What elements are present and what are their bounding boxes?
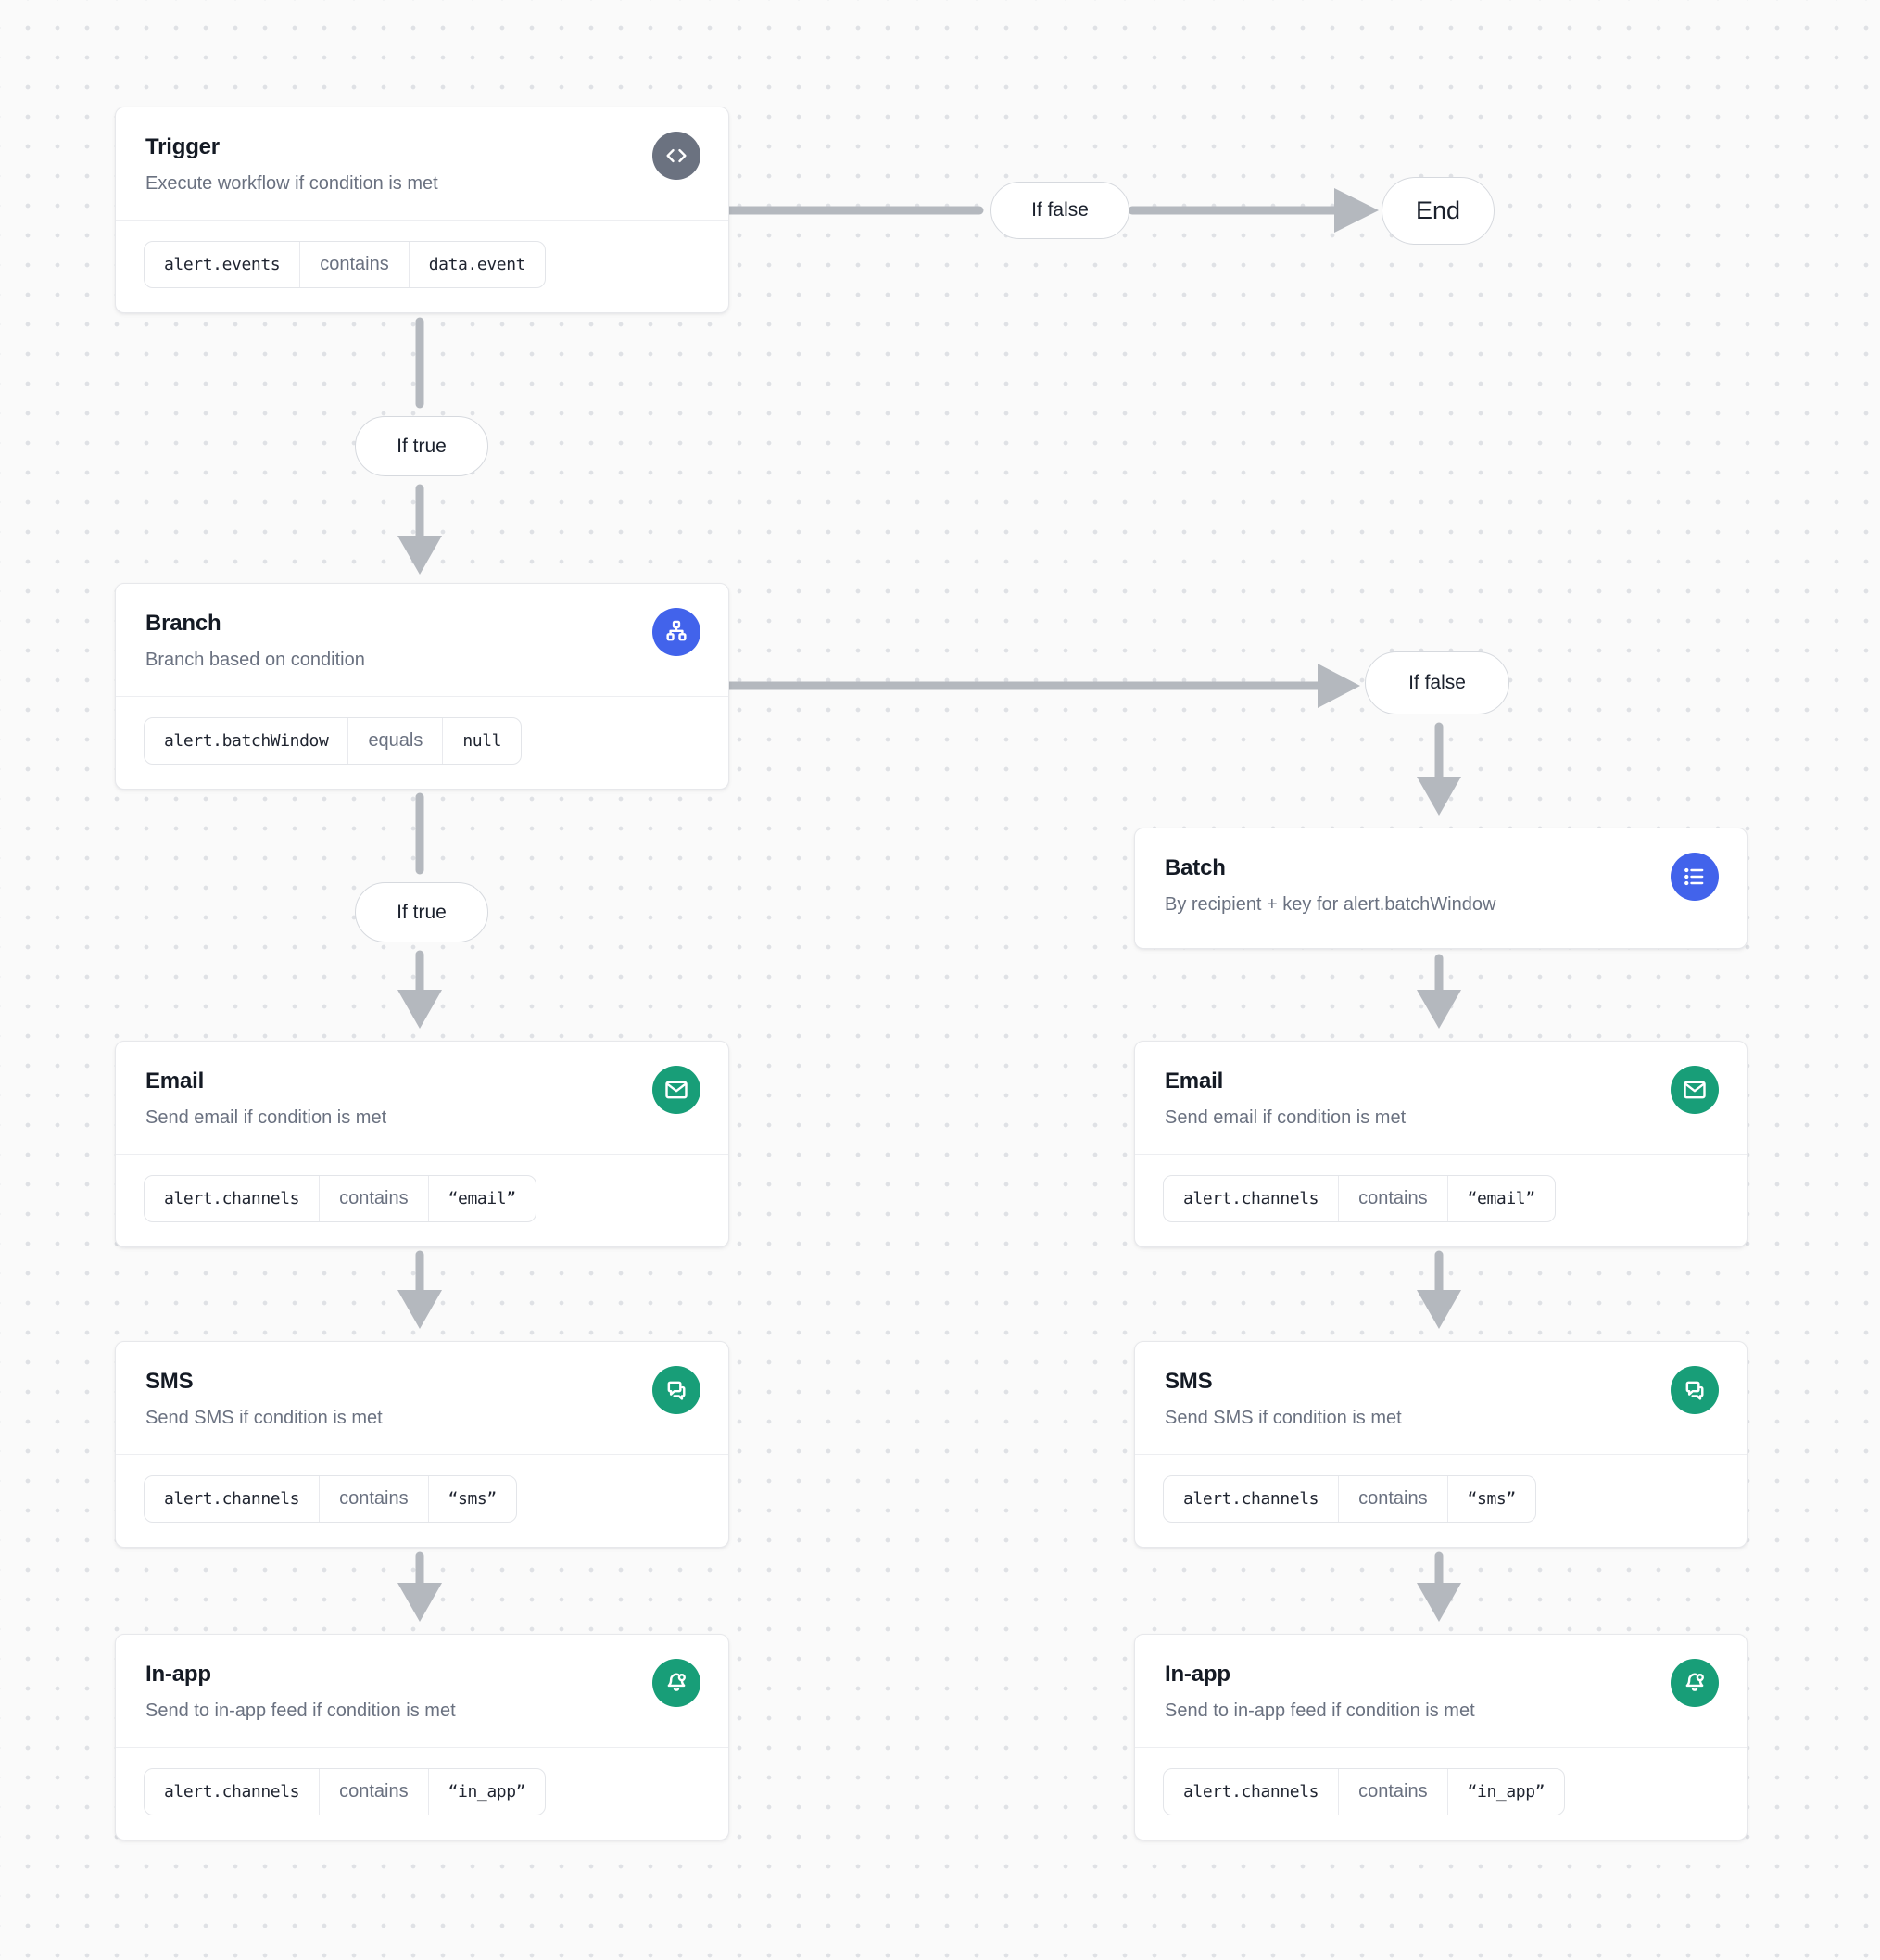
edge-label-if-true: If true xyxy=(355,882,488,942)
node-title: Branch xyxy=(145,611,221,636)
condition-operator: contains xyxy=(1338,1176,1447,1221)
inapp-header: In-app Send to in-app feed if condition … xyxy=(116,1635,728,1747)
inapp-condition-row: alert.channels contains “in_app” xyxy=(1135,1747,1747,1840)
node-email-left[interactable]: Email Send email if condition is met ale… xyxy=(115,1041,729,1247)
node-sms-left[interactable]: SMS Send SMS if condition is met alert.c… xyxy=(115,1341,729,1548)
node-trigger[interactable]: Trigger Execute workflow if condition is… xyxy=(115,107,729,313)
trigger-condition-row: alert.events contains data.event xyxy=(116,220,728,312)
condition-operator: contains xyxy=(319,1176,428,1221)
node-title: SMS xyxy=(1165,1369,1213,1394)
condition-value: “in_app” xyxy=(427,1769,545,1815)
condition-value: “email” xyxy=(427,1176,536,1221)
node-subtitle: Send to in-app feed if condition is met xyxy=(1165,1701,1475,1721)
node-batch[interactable]: Batch By recipient + key for alert.batch… xyxy=(1134,828,1748,949)
email-condition-row: alert.channels contains “email” xyxy=(1135,1154,1747,1246)
condition-value: data.event xyxy=(408,242,545,287)
condition-value: “email” xyxy=(1446,1176,1555,1221)
email-header: Email Send email if condition is met xyxy=(1135,1042,1747,1154)
bell-dot-icon xyxy=(652,1659,700,1707)
node-title: SMS xyxy=(145,1369,194,1394)
condition-pill: alert.channels contains “email” xyxy=(144,1175,536,1222)
condition-field: alert.channels xyxy=(164,1782,300,1802)
email-header: Email Send email if condition is met xyxy=(116,1042,728,1154)
condition-operator: contains xyxy=(319,1476,428,1522)
edge-label-if-true: If true xyxy=(355,416,488,476)
condition-operator: contains xyxy=(319,1769,428,1815)
node-title: In-app xyxy=(145,1662,211,1687)
bell-dot-icon xyxy=(1671,1659,1719,1707)
inapp-condition-row: alert.channels contains “in_app” xyxy=(116,1747,728,1840)
condition-pill: alert.channels contains “in_app” xyxy=(1163,1768,1566,1815)
node-subtitle: By recipient + key for alert.batchWindow xyxy=(1165,894,1496,915)
node-subtitle: Send email if condition is met xyxy=(145,1107,387,1128)
node-title: Batch xyxy=(1165,855,1226,880)
node-title: Email xyxy=(145,1069,205,1094)
condition-field: alert.channels xyxy=(1183,1782,1319,1802)
node-title: In-app xyxy=(1165,1662,1230,1687)
mail-icon xyxy=(652,1066,700,1114)
condition-pill: alert.channels contains “sms” xyxy=(1163,1475,1536,1523)
code-icon xyxy=(652,132,700,180)
sms-condition-row: alert.channels contains “sms” xyxy=(116,1454,728,1547)
node-subtitle: Send to in-app feed if condition is met xyxy=(145,1701,456,1721)
condition-pill: alert.batchWindow equals null xyxy=(144,717,523,765)
batch-header: Batch By recipient + key for alert.batch… xyxy=(1135,828,1747,948)
condition-field: alert.batchWindow xyxy=(164,731,329,751)
condition-operator: contains xyxy=(299,242,409,287)
condition-operator: contains xyxy=(1338,1476,1447,1522)
condition-pill: alert.channels contains “in_app” xyxy=(144,1768,547,1815)
node-inapp-right[interactable]: In-app Send to in-app feed if condition … xyxy=(1134,1634,1748,1840)
node-subtitle: Branch based on condition xyxy=(145,650,365,670)
condition-value: null xyxy=(442,718,521,764)
node-subtitle: Send SMS if condition is met xyxy=(1165,1408,1402,1428)
condition-field: alert.channels xyxy=(164,1189,300,1208)
edge-label-if-false: If false xyxy=(1365,651,1509,714)
condition-pill: alert.events contains data.event xyxy=(144,241,547,288)
branch-icon xyxy=(652,608,700,656)
condition-value: “sms” xyxy=(1446,1476,1535,1522)
node-subtitle: Send SMS if condition is met xyxy=(145,1408,383,1428)
node-subtitle: Execute workflow if condition is met xyxy=(145,173,438,194)
branch-condition-row: alert.batchWindow equals null xyxy=(116,696,728,789)
list-icon xyxy=(1671,853,1719,901)
edge-label-if-false: If false xyxy=(990,182,1129,239)
sms-header: SMS Send SMS if condition is met xyxy=(116,1342,728,1454)
node-email-right[interactable]: Email Send email if condition is met ale… xyxy=(1134,1041,1748,1247)
node-sms-right[interactable]: SMS Send SMS if condition is met alert.c… xyxy=(1134,1341,1748,1548)
condition-value: “in_app” xyxy=(1446,1769,1564,1815)
branch-header: Branch Branch based on condition xyxy=(116,584,728,696)
node-title: Trigger xyxy=(145,134,220,159)
condition-field: alert.channels xyxy=(1183,1489,1319,1509)
condition-field: alert.channels xyxy=(164,1489,300,1509)
condition-operator: contains xyxy=(1338,1769,1447,1815)
sms-condition-row: alert.channels contains “sms” xyxy=(1135,1454,1747,1547)
condition-operator: equals xyxy=(347,718,442,764)
trigger-header: Trigger Execute workflow if condition is… xyxy=(116,107,728,220)
inapp-header: In-app Send to in-app feed if condition … xyxy=(1135,1635,1747,1747)
condition-field: alert.channels xyxy=(1183,1189,1319,1208)
chat-icon xyxy=(1671,1366,1719,1414)
mail-icon xyxy=(1671,1066,1719,1114)
condition-pill: alert.channels contains “email” xyxy=(1163,1175,1556,1222)
chat-icon xyxy=(652,1366,700,1414)
condition-field: alert.events xyxy=(164,255,281,274)
end-node: End xyxy=(1382,177,1495,245)
node-subtitle: Send email if condition is met xyxy=(1165,1107,1407,1128)
node-branch[interactable]: Branch Branch based on condition alert.b… xyxy=(115,583,729,790)
sms-header: SMS Send SMS if condition is met xyxy=(1135,1342,1747,1454)
condition-pill: alert.channels contains “sms” xyxy=(144,1475,517,1523)
email-condition-row: alert.channels contains “email” xyxy=(116,1154,728,1246)
node-title: Email xyxy=(1165,1069,1224,1094)
node-inapp-left[interactable]: In-app Send to in-app feed if condition … xyxy=(115,1634,729,1840)
condition-value: “sms” xyxy=(427,1476,516,1522)
